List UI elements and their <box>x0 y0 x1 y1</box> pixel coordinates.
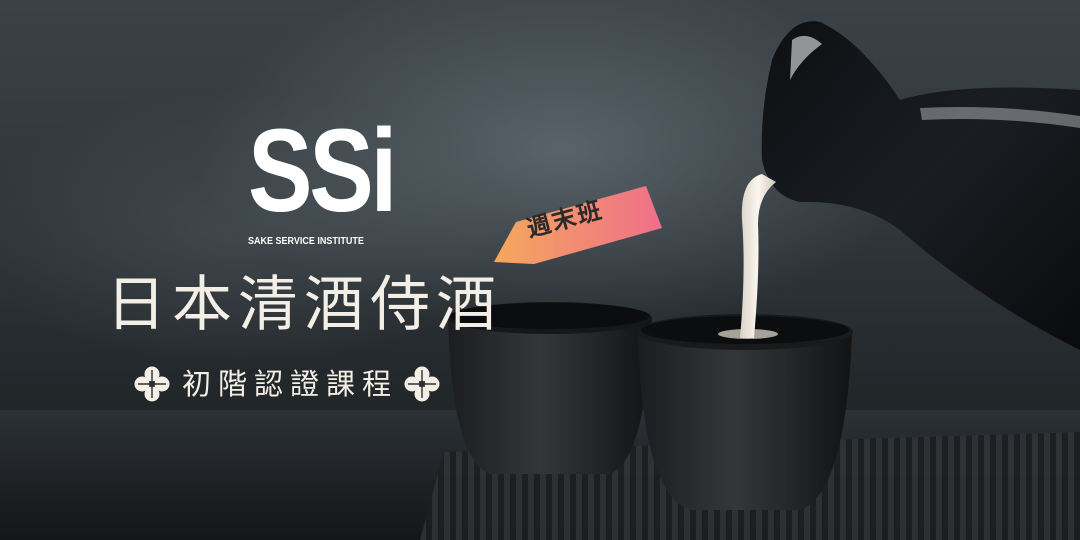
page-subtitle: 初階認證課程 <box>182 367 399 401</box>
sake-cup-left <box>448 302 652 474</box>
logo-mark: SSi <box>248 105 397 237</box>
flower-icon <box>134 366 170 402</box>
sake-bottle <box>761 21 1080 351</box>
page-title: 日本清酒侍酒 <box>106 270 502 340</box>
sake-stream <box>740 174 776 338</box>
sake-cup-right <box>637 314 853 510</box>
subtitle-row: 初階認證課程 <box>134 362 440 406</box>
weekend-badge-shape <box>494 186 662 264</box>
flower-icon <box>404 366 440 402</box>
ssi-logo: SSi SAKE SERVICE INSTITUTE <box>248 105 397 248</box>
logo-subtitle: SAKE SERVICE INSTITUTE <box>248 236 364 247</box>
